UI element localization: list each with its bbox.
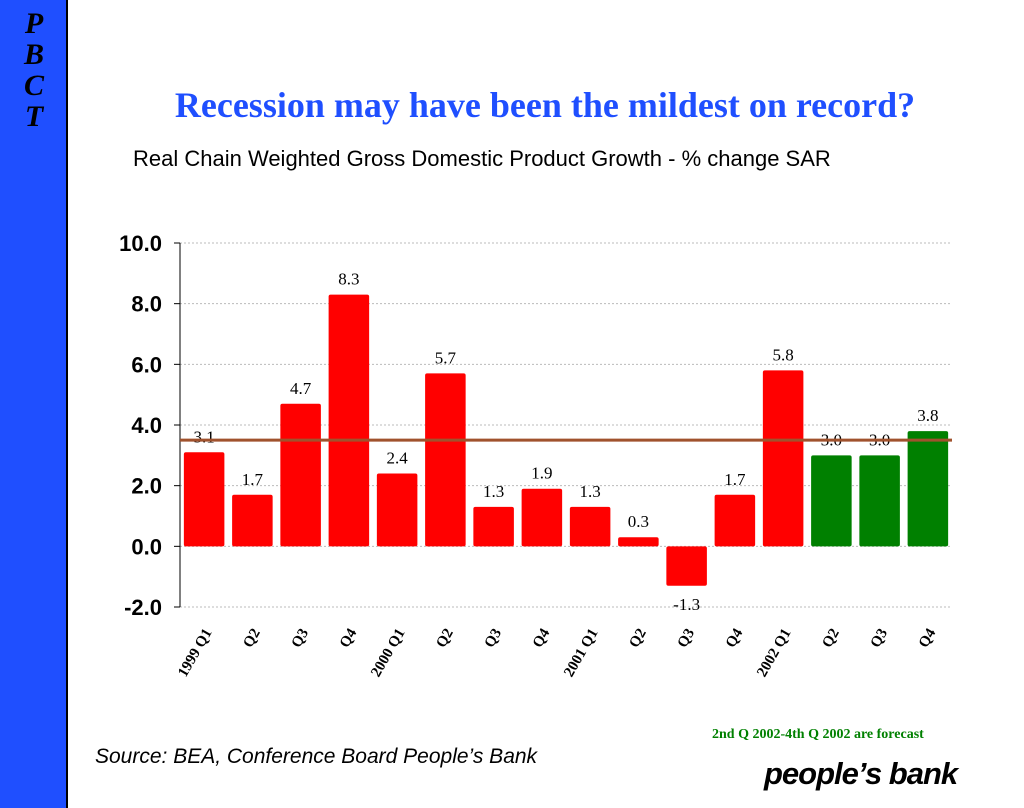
x-tick-label: 2002 Q1 bbox=[754, 626, 794, 680]
data-label: 2.4 bbox=[387, 449, 409, 468]
data-label: 0.3 bbox=[628, 512, 649, 531]
source-note: Source: BEA, Conference Board People’s B… bbox=[95, 745, 538, 768]
side-letter: B bbox=[23, 38, 44, 71]
data-label: 1.9 bbox=[531, 464, 552, 483]
data-label: -1.3 bbox=[673, 595, 700, 614]
side-bar: P B C T bbox=[0, 0, 68, 808]
pbct-letters: P B C T bbox=[0, 8, 68, 132]
x-tick-label: Q2 bbox=[240, 626, 263, 651]
x-tick-label: Q3 bbox=[675, 626, 698, 651]
bar bbox=[376, 473, 418, 547]
x-tick-label: Q3 bbox=[482, 626, 505, 651]
bar bbox=[907, 431, 949, 547]
bar bbox=[811, 455, 852, 547]
bar bbox=[714, 494, 756, 547]
data-label: 3.8 bbox=[917, 406, 938, 425]
data-label: 8.3 bbox=[338, 270, 359, 289]
x-tick-label: Q3 bbox=[868, 626, 891, 651]
x-tick-label: Q4 bbox=[530, 626, 554, 651]
bar bbox=[280, 403, 321, 547]
y-tick-label: -2.0 bbox=[124, 595, 162, 620]
data-label: 1.7 bbox=[724, 470, 746, 489]
bar bbox=[859, 455, 900, 547]
data-label: 1.3 bbox=[483, 482, 504, 501]
x-tick-label: 1999 Q1 bbox=[175, 626, 215, 680]
bar bbox=[618, 537, 659, 547]
data-label: 1.3 bbox=[580, 482, 601, 501]
side-letter: C bbox=[23, 69, 44, 102]
y-tick-label: 0.0 bbox=[131, 534, 162, 559]
y-tick-label: 4.0 bbox=[131, 413, 162, 438]
y-tick-label: 10.0 bbox=[119, 231, 162, 256]
page-title: Recession may have been the mildest on r… bbox=[174, 85, 916, 125]
chart-subtitle: Real Chain Weighted Gross Domestic Produ… bbox=[133, 146, 831, 171]
side-letter: P bbox=[24, 7, 44, 40]
x-tick-label: 2000 Q1 bbox=[368, 626, 408, 680]
forecast-note: 2nd Q 2002-4th Q 2002 are forecast bbox=[712, 727, 924, 742]
bar bbox=[183, 452, 225, 547]
y-tick-label: 2.0 bbox=[131, 474, 162, 499]
peoples-bank-logo: people’s bank bbox=[764, 756, 958, 791]
x-tick-label: Q4 bbox=[337, 626, 361, 651]
x-tick-label: Q2 bbox=[819, 626, 842, 651]
x-tick-label: Q2 bbox=[626, 626, 649, 651]
x-tick-label: Q4 bbox=[916, 626, 940, 651]
side-letter: T bbox=[24, 100, 44, 133]
data-label: 5.8 bbox=[773, 345, 794, 364]
y-tick-label: 8.0 bbox=[131, 292, 162, 317]
bar bbox=[569, 506, 611, 547]
bar bbox=[232, 494, 273, 547]
bar bbox=[666, 546, 707, 586]
bar bbox=[521, 488, 563, 547]
bar bbox=[328, 294, 370, 547]
bar bbox=[473, 506, 514, 547]
data-label: 1.7 bbox=[242, 470, 264, 489]
data-label: 4.7 bbox=[290, 379, 312, 398]
x-tick-label: Q4 bbox=[723, 626, 747, 651]
x-tick-label: 2001 Q1 bbox=[561, 626, 601, 680]
x-tick-label: Q3 bbox=[289, 626, 312, 651]
bar bbox=[762, 370, 804, 547]
data-label: 5.7 bbox=[435, 348, 457, 367]
bar bbox=[425, 373, 466, 547]
y-tick-label: 6.0 bbox=[131, 352, 162, 377]
data-label: 3.1 bbox=[194, 427, 215, 446]
x-tick-label: Q2 bbox=[433, 626, 456, 651]
